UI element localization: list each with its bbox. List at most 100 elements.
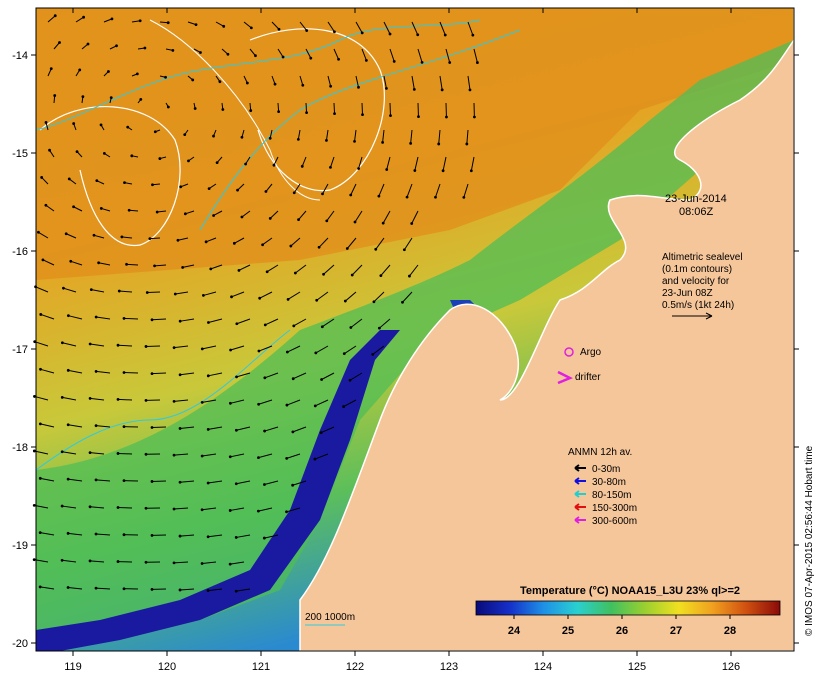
velocity-arrow <box>406 183 413 198</box>
velocity-arrow <box>208 534 223 538</box>
velocity-arrow-head <box>240 215 244 219</box>
velocity-arrow <box>323 264 335 275</box>
velocity-arrow-head <box>228 455 232 459</box>
velocity-arrow <box>355 75 359 88</box>
velocity-arrow-head <box>116 560 120 563</box>
colorbar-ticks: 24 25 26 27 28 <box>508 615 736 637</box>
velocity-arrow-head <box>361 113 364 117</box>
velocity-arrow-head <box>440 88 444 92</box>
velocity-arrow-head <box>187 159 190 163</box>
velocity-arrow <box>34 450 49 455</box>
velocity-arrow <box>258 345 273 352</box>
velocity-arrow <box>321 372 335 380</box>
velocity-arrow <box>322 183 329 195</box>
velocity-arrow <box>290 237 301 247</box>
lat-tick-label: -18 <box>12 442 28 454</box>
velocity-arrow-head <box>273 82 277 86</box>
velocity-arrow-head <box>405 195 409 199</box>
velocity-arrow-head <box>109 96 113 100</box>
velocity-arrow-head <box>94 370 98 373</box>
velocity-arrow <box>95 587 111 590</box>
velocity-arrow <box>93 234 105 239</box>
velocity-arrow-head <box>179 185 183 189</box>
velocity-arrow-head <box>200 347 204 351</box>
velocity-arrow-head <box>81 95 85 98</box>
velocity-arrow-head <box>172 561 176 565</box>
velocity-arrow-head <box>199 51 202 54</box>
velocity-arrow <box>354 129 357 142</box>
lat-tick-label: -19 <box>12 540 28 552</box>
velocity-arrow-head <box>94 478 98 482</box>
velocity-arrow-head <box>62 286 65 290</box>
velocity-arrow <box>41 177 49 185</box>
altimetry-note-line: 0.5m/s (1kt 24h) <box>662 300 734 311</box>
isobath-line <box>199 29 521 231</box>
velocity-arrow-head <box>191 78 195 82</box>
green-sst-band <box>36 40 794 640</box>
velocity-arrow-head <box>434 195 437 199</box>
velocity-arrow <box>467 75 471 90</box>
velocity-arrow <box>327 21 335 33</box>
anmn-legend: ANMN 12h av. 0-30m 30-80m 80-150m 150-300m 3… <box>568 447 637 527</box>
date-label: 23-Jun-2014 <box>665 193 727 205</box>
anmn-legend-arrowhead-icon <box>574 464 580 472</box>
velocity-arrow-head <box>102 152 106 155</box>
velocity-arrow <box>411 75 415 90</box>
velocity-arrow <box>467 21 474 36</box>
velocity-arrow <box>249 48 256 57</box>
velocity-arrow-head <box>313 457 317 461</box>
velocity-arrow <box>325 129 329 141</box>
velocity-arrow <box>70 260 83 266</box>
velocity-arrow-head <box>268 136 272 140</box>
velocity-arrow <box>350 318 363 328</box>
velocity-arrow <box>230 507 245 511</box>
velocity-arrow <box>96 479 111 482</box>
velocity-arrow <box>269 210 279 219</box>
velocity-arrow-head <box>38 422 42 426</box>
velocity-arrow-head <box>291 377 295 381</box>
velocity-arrow <box>286 453 301 459</box>
velocity-arrow-head <box>172 507 176 511</box>
velocity-arrow-head <box>291 483 295 487</box>
velocity-arrow-head <box>392 60 396 63</box>
lon-tick-label: 119 <box>64 661 82 673</box>
velocity-arrow-head <box>153 264 156 268</box>
velocity-arrow <box>345 291 357 302</box>
velocity-arrow-head <box>122 425 126 429</box>
velocity-arrow-head <box>232 241 236 245</box>
velocity-arrow-head <box>343 299 347 303</box>
velocity-arrow-head <box>293 271 297 275</box>
velocity-arrow-head <box>448 61 452 64</box>
velocity-arrow-head <box>320 325 324 329</box>
velocity-arrow-head <box>221 108 225 111</box>
velocity-arrow <box>299 21 308 31</box>
velocity-arrow-head <box>319 431 323 434</box>
lon-tick-label: 120 <box>158 661 176 673</box>
velocity-arrow-head <box>462 195 466 199</box>
lat-tick-label: -20 <box>12 638 28 650</box>
velocity-arrow-head <box>99 123 103 127</box>
velocity-arrow <box>301 156 307 167</box>
velocity-arrow-head <box>315 298 319 302</box>
anmn-legend-label: 80-150m <box>592 490 631 501</box>
velocity-arrow-head <box>32 449 36 453</box>
velocity-arrow-head <box>245 81 249 85</box>
velocity-arrow <box>34 504 49 509</box>
anmn-legend-label: 0-30m <box>592 464 620 475</box>
velocity-arrow <box>411 21 419 35</box>
velocity-arrow <box>230 345 245 351</box>
velocity-arrow-head <box>206 535 210 539</box>
velocity-arrow <box>320 426 335 434</box>
lon-tick-label: 123 <box>440 661 458 673</box>
velocity-arrow-head <box>135 72 139 76</box>
velocity-arrow-head <box>78 68 82 72</box>
velocity-arrow <box>90 397 105 401</box>
velocity-arrow <box>101 207 111 212</box>
velocity-arrow-head <box>178 427 182 430</box>
velocity-arrow <box>265 318 279 326</box>
velocity-arrow <box>179 588 195 591</box>
anmn-legend-arrowhead-icon <box>574 477 580 485</box>
velocity-arrow-head <box>58 41 61 44</box>
velocity-arrow <box>264 480 279 485</box>
velocity-arrow-head <box>226 52 230 56</box>
